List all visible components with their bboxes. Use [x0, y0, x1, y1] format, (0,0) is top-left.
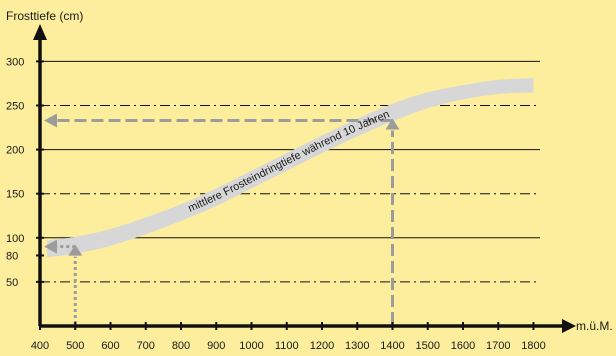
x-axis-arrowhead: [562, 319, 576, 333]
frost-depth-band: [47, 78, 534, 258]
band-label: mittlere Frosteindringtiefe während 10 J…: [186, 108, 391, 214]
y-tick-label-150: 150: [6, 189, 24, 201]
x-tick-label-400: 400: [31, 340, 49, 352]
axis-layer: Frosttiefe (cm) m.ü.M.: [6, 9, 613, 333]
x-tick-label-1000: 1000: [239, 340, 263, 352]
x-tick-label-1700: 1700: [486, 340, 510, 352]
x-tick-label-700: 700: [137, 340, 155, 352]
x-tick-label-600: 600: [101, 340, 119, 352]
x-tick-label-1300: 1300: [345, 340, 369, 352]
x-tick-label-500: 500: [66, 340, 84, 352]
grid-layer: [40, 60, 540, 283]
reading-1400-left-arrowhead: [44, 113, 57, 128]
y-tick-label-250: 250: [6, 101, 24, 113]
reading-500-left-arrowhead: [44, 239, 57, 254]
y-tick-label-100: 100: [6, 233, 24, 245]
reading-500-up-arrowhead: [68, 244, 83, 256]
x-tick-label-1100: 1100: [275, 340, 299, 352]
tick-layer: 400 500 600 700 800 900 1000 1100 1200 1300 1400 15…: [6, 56, 546, 352]
x-tick-label-1800: 1800: [521, 340, 545, 352]
annotation-layer: [44, 113, 400, 324]
x-tick-label-800: 800: [172, 340, 190, 352]
y-tick-label-300: 300: [6, 56, 24, 68]
y-tick-label-200: 200: [6, 145, 24, 157]
y-axis-arrowhead: [33, 24, 47, 40]
band-layer: [47, 78, 534, 258]
x-axis-label: m.ü.M.: [576, 319, 613, 333]
y-tick-label-50: 50: [6, 277, 18, 289]
x-tick-label-1400: 1400: [380, 340, 404, 352]
band-label-text: mittlere Frosteindringtiefe während 10 J…: [186, 108, 391, 214]
x-tick-label-1200: 1200: [310, 340, 334, 352]
x-tick-label-900: 900: [207, 340, 225, 352]
x-tick-label-1600: 1600: [451, 340, 475, 352]
x-tick-label-1500: 1500: [416, 340, 440, 352]
y-axis-label: Frosttiefe (cm): [6, 9, 83, 23]
reading-1400-up-arrowhead: [385, 118, 400, 130]
y-tick-label-80: 80: [6, 250, 18, 262]
